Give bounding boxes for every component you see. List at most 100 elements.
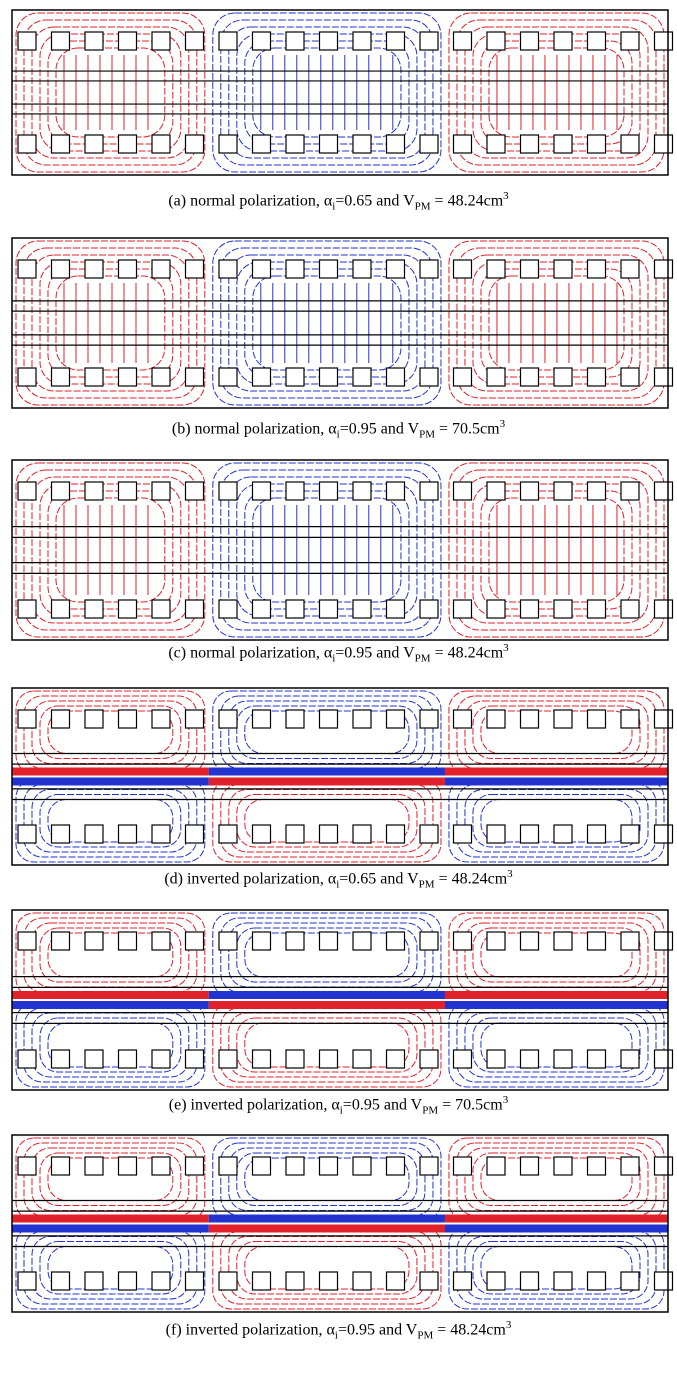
tooth	[621, 482, 639, 500]
tooth	[655, 932, 673, 950]
tooth	[286, 32, 304, 50]
tooth	[219, 482, 237, 500]
tooth	[554, 135, 572, 153]
tooth	[521, 482, 539, 500]
caption-mid: =0.95 and V	[340, 420, 419, 437]
tooth	[119, 32, 137, 50]
caption: (c) normal polarization, αi=0.95 and VPM…	[0, 638, 677, 669]
tooth	[588, 600, 606, 618]
tooth	[487, 1050, 505, 1068]
caption-sup: 3	[500, 418, 506, 430]
tooth	[554, 32, 572, 50]
tooth	[119, 1272, 137, 1290]
caption: (f) inverted polarization, αi=0.95 and V…	[0, 1315, 677, 1346]
tooth	[253, 135, 271, 153]
tooth	[655, 1157, 673, 1175]
flux-band	[12, 768, 209, 776]
tooth	[152, 135, 170, 153]
tooth	[454, 932, 472, 950]
field-plot	[12, 1135, 673, 1312]
flux-line	[237, 262, 417, 384]
caption-v-sub: PM	[419, 429, 435, 441]
tooth	[286, 260, 304, 278]
flux-line	[24, 248, 197, 398]
flux-band	[12, 778, 209, 786]
tooth	[420, 932, 438, 950]
tooth	[85, 600, 103, 618]
tooth	[554, 1050, 572, 1068]
tooth	[219, 600, 237, 618]
tooth	[521, 260, 539, 278]
caption-mid: =0.95 and V	[335, 644, 414, 661]
flux-band	[445, 1225, 668, 1233]
tooth	[521, 368, 539, 386]
caption-mid: =0.65 and V	[339, 870, 418, 887]
tooth	[353, 135, 371, 153]
caption: (b) normal polarization, αi=0.95 and VPM…	[0, 414, 677, 445]
tooth	[85, 1050, 103, 1068]
tooth	[219, 260, 237, 278]
tooth	[186, 825, 204, 843]
tooth	[219, 368, 237, 386]
caption: (e) inverted polarization, αi=0.95 and V…	[0, 1090, 677, 1121]
tooth	[52, 135, 70, 153]
flux-line	[16, 691, 205, 774]
tooth	[320, 1050, 338, 1068]
flux-line	[221, 918, 433, 992]
tooth	[521, 710, 539, 728]
flux-line	[237, 34, 417, 151]
tooth	[186, 710, 204, 728]
tooth	[119, 482, 137, 500]
tooth	[286, 1272, 304, 1290]
tooth	[219, 932, 237, 950]
tooth	[353, 32, 371, 50]
tooth	[487, 932, 505, 950]
flux-line	[40, 34, 181, 151]
caption-mid: =0.95 and V	[338, 1321, 417, 1338]
flux-line	[213, 780, 441, 863]
tooth	[655, 260, 673, 278]
tooth	[521, 825, 539, 843]
tooth	[487, 135, 505, 153]
tooth	[353, 260, 371, 278]
tooth	[186, 368, 204, 386]
tooth	[219, 1272, 237, 1290]
tooth	[18, 1157, 36, 1175]
tooth	[588, 135, 606, 153]
flux-line	[48, 491, 173, 609]
body: (a) normal polarization, αi=0.65 and VPM…	[0, 0, 677, 1375]
tooth	[18, 368, 36, 386]
tooth	[655, 825, 673, 843]
caption-sup: 3	[503, 190, 509, 202]
tooth	[119, 135, 137, 153]
caption-v-sub: PM	[415, 653, 431, 665]
tooth	[521, 600, 539, 618]
caption-sup: 3	[503, 642, 509, 654]
tooth	[454, 1272, 472, 1290]
tooth	[387, 368, 405, 386]
flux-line	[16, 241, 205, 405]
tooth	[52, 260, 70, 278]
tooth	[353, 932, 371, 950]
caption-label: (c) normal polarization,	[168, 644, 324, 661]
flux-band	[445, 991, 668, 999]
flux-line	[253, 48, 401, 137]
flux-line	[24, 20, 197, 165]
tooth	[320, 1157, 338, 1175]
tooth	[554, 260, 572, 278]
flux-line	[245, 269, 409, 377]
tooth	[454, 825, 472, 843]
tooth	[253, 600, 271, 618]
tooth	[85, 825, 103, 843]
tooth	[253, 1050, 271, 1068]
tooth	[52, 710, 70, 728]
tooth	[621, 825, 639, 843]
tooth	[52, 32, 70, 50]
tooth	[420, 368, 438, 386]
caption-label: (e) inverted polarization,	[169, 1096, 332, 1113]
tooth	[18, 825, 36, 843]
flux-band	[12, 991, 209, 999]
caption-rest: = 48.24cm	[433, 1321, 506, 1338]
tooth	[286, 825, 304, 843]
tooth	[219, 32, 237, 50]
